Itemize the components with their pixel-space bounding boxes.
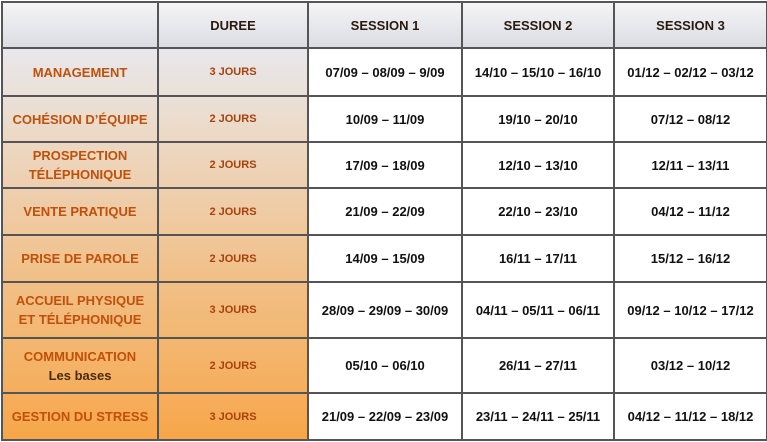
session-cell: 07/12 – 08/12 (613, 95, 767, 143)
duration-cell: 2 JOURS (157, 95, 309, 143)
session-cell: 14/09 – 15/09 (307, 234, 463, 283)
course-name: GESTION DU STRESS (11, 409, 149, 424)
session-cell: 26/11 – 27/11 (461, 337, 615, 394)
session-cell: 21/09 – 22/09 – 23/09 (307, 392, 463, 441)
course-name-cell: COHÉSION D’ÉQUIPE (1, 95, 159, 143)
course-name: ACCUEIL PHYSIQUE (15, 293, 145, 308)
session-cell: 28/09 – 29/09 – 30/09 (307, 281, 463, 339)
session-cell: 16/11 – 17/11 (461, 234, 615, 283)
duration-cell: 2 JOURS (157, 141, 309, 189)
course-name-cell: GESTION DU STRESS (1, 392, 159, 441)
session-cell: 14/10 – 15/10 – 16/10 (461, 47, 615, 97)
duration-cell: 3 JOURS (157, 392, 309, 441)
session-cell: 04/11 – 05/11 – 06/11 (461, 281, 615, 339)
session-cell: 04/12 – 11/12 (613, 187, 767, 236)
course-name-cell: VENTE PRATIQUE (1, 187, 159, 236)
session-cell: 10/09 – 11/09 (307, 95, 463, 143)
session-cell: 09/12 – 10/12 – 17/12 (613, 281, 767, 339)
course-name: PROSPECTION (32, 148, 128, 163)
table-row: ACCUEIL PHYSIQUE ET TÉLÉPHONIQUE 3 JOURS 28… (1, 281, 767, 339)
duration-cell: 2 JOURS (157, 187, 309, 236)
session-cell: 03/12 – 10/12 (613, 337, 767, 394)
table-row: COMMUNICATION Les bases 2 JOURS 05/10 – 06/… (1, 337, 767, 394)
duration-cell: 2 JOURS (157, 337, 309, 394)
course-name-cell: PRISE DE PAROLE (1, 234, 159, 283)
course-name: TÉLÉPHONIQUE (28, 167, 132, 182)
header-empty (1, 1, 159, 49)
table-row: MANAGEMENT 3 JOURS 07/09 – 08/09 – 9/09 14/… (1, 47, 767, 97)
duration-cell: 2 JOURS (157, 234, 309, 283)
session-cell: 12/11 – 13/11 (613, 141, 767, 189)
course-name-cell: ACCUEIL PHYSIQUE ET TÉLÉPHONIQUE (1, 281, 159, 339)
course-name: COHÉSION D’ÉQUIPE (12, 111, 148, 127)
table-row: PROSPECTION TÉLÉPHONIQUE 2 JOURS 17/09 – 18… (1, 141, 767, 189)
session-cell: 12/10 – 13/10 (461, 141, 615, 189)
header-cell: SESSION 3 (613, 1, 767, 49)
session-cell: 21/09 – 22/09 (307, 187, 463, 236)
course-subtitle: Les bases (48, 367, 112, 383)
duration-cell: 3 JOURS (157, 47, 309, 97)
session-cell: 04/12 – 11/12 – 18/12 (613, 392, 767, 441)
course-name: COMMUNICATION (23, 348, 137, 364)
header-cell: DUREE (157, 1, 309, 49)
session-cell: 17/09 – 18/09 (307, 141, 463, 189)
course-name-cell: COMMUNICATION Les bases (1, 337, 159, 394)
duration-cell: 3 JOURS (157, 281, 309, 339)
session-cell: 15/12 – 16/12 (613, 234, 767, 283)
course-name: ET TÉLÉPHONIQUE (18, 312, 142, 327)
course-name-cell: MANAGEMENT (1, 47, 159, 97)
session-cell: 01/12 – 02/12 – 03/12 (613, 47, 767, 97)
course-name: PRISE DE PAROLE (21, 251, 139, 266)
header-row: DUREE SESSION 1 SESSION 2 SESSION 3 (1, 1, 767, 49)
session-cell: 19/10 – 20/10 (461, 95, 615, 143)
table-row: COHÉSION D’ÉQUIPE 2 JOURS 10/09 – 11/09 19/… (1, 95, 767, 143)
course-name-cell: PROSPECTION TÉLÉPHONIQUE (1, 141, 159, 189)
table-row: VENTE PRATIQUE 2 JOURS 21/09 – 22/09 22/10 … (1, 187, 767, 236)
session-cell: 23/11 – 24/11 – 25/11 (461, 392, 615, 441)
session-cell: 05/10 – 06/10 (307, 337, 463, 394)
table-row: PRISE DE PAROLE 2 JOURS 14/09 – 15/09 16/11… (1, 234, 767, 283)
session-cell: 07/09 – 08/09 – 9/09 (307, 47, 463, 97)
session-cell: 22/10 – 23/10 (461, 187, 615, 236)
header-cell: SESSION 1 (307, 1, 463, 49)
course-name: VENTE PRATIQUE (23, 204, 137, 219)
header-cell: SESSION 2 (461, 1, 615, 49)
table-row: GESTION DU STRESS 3 JOURS 21/09 – 22/09 – … (1, 392, 767, 441)
course-name: MANAGEMENT (32, 64, 128, 80)
